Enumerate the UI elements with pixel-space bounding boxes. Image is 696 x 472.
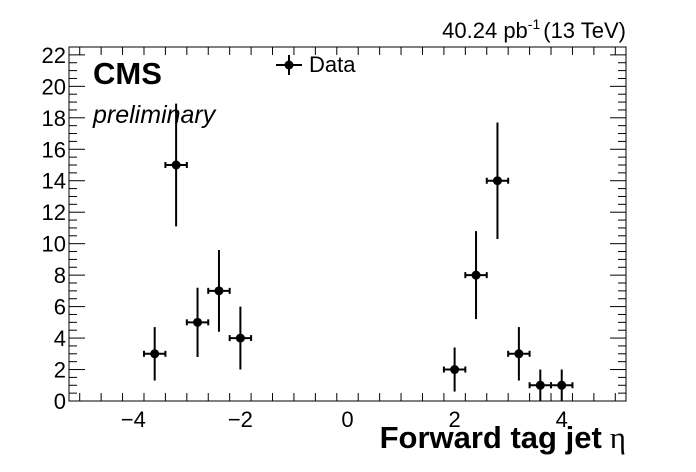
- data-point: [214, 286, 224, 296]
- y-tick-label: 22: [42, 43, 66, 68]
- y-tick-label: 20: [42, 74, 66, 99]
- y-tick-label: 16: [42, 137, 66, 162]
- legend-entry-data: Data: [309, 52, 356, 77]
- axes: 0 2 4 6 8 10 12 14 16 18 20 22 −4 −2 0 2 4: [42, 43, 626, 432]
- plot-frame: [68, 46, 627, 402]
- y-tick-label: 6: [54, 295, 66, 320]
- x-tick-label: 4: [556, 407, 568, 432]
- legend-marker-dot: [284, 60, 294, 70]
- data-point: [557, 380, 567, 390]
- data-point: [150, 349, 160, 359]
- data-point: [535, 380, 545, 390]
- legend: Data: [276, 52, 356, 77]
- y-tick-label: 14: [42, 169, 66, 194]
- status-label: preliminary: [92, 101, 217, 129]
- y-tick-label: 10: [42, 232, 66, 257]
- y-tick-label: 8: [54, 263, 66, 288]
- x-tick-label: −2: [228, 407, 253, 432]
- data-point: [450, 365, 460, 375]
- data-point: [514, 349, 524, 359]
- y-tick-label: 2: [54, 358, 66, 383]
- y-tick-label: 4: [54, 326, 66, 351]
- luminosity-label: 40.24 pb-1 (13 TeV): [442, 16, 626, 43]
- experiment-label: CMS: [93, 56, 162, 91]
- data-point: [471, 270, 481, 280]
- data-point: [235, 333, 245, 343]
- x-tick-label: 2: [448, 407, 460, 432]
- x-tick-label: −4: [121, 407, 146, 432]
- data-point: [492, 176, 502, 186]
- data-point: [171, 160, 181, 170]
- y-tick-label: 12: [42, 200, 66, 225]
- data-point: [193, 317, 203, 327]
- x-tick-label: 0: [341, 407, 353, 432]
- y-tick-label: 0: [54, 389, 66, 414]
- y-tick-label: 18: [42, 106, 66, 131]
- x-axis-title: Forward tag jet η: [380, 420, 626, 455]
- data-points: [142, 103, 574, 401]
